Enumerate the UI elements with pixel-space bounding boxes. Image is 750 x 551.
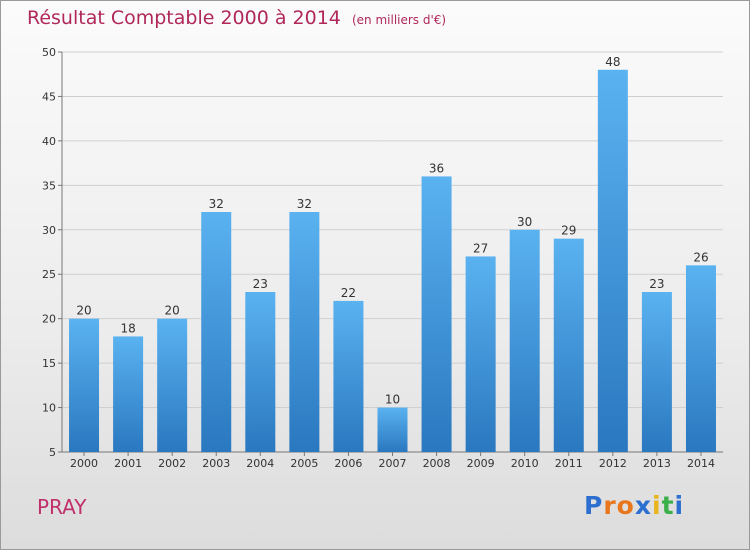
bar-2010 — [509, 229, 540, 452]
bar-2011 — [553, 238, 584, 452]
x-tick-label: 2006 — [334, 457, 362, 470]
bar-2000 — [69, 318, 100, 452]
chart-title: Résultat Comptable 2000 à 2014 — [27, 7, 341, 29]
bar-layer — [69, 69, 716, 453]
logo-letter: x — [634, 491, 652, 520]
bar-value-label: 18 — [120, 321, 135, 335]
bar-value-label: 20 — [76, 304, 91, 318]
y-tick-label: 50 — [42, 46, 56, 59]
bar-value-label: 22 — [341, 286, 356, 300]
bar-value-label: 23 — [649, 277, 664, 291]
bar-2008 — [421, 176, 452, 452]
x-tick-label: 2002 — [158, 457, 186, 470]
x-tick-label: 2010 — [511, 457, 539, 470]
bar-value-label: 30 — [517, 215, 532, 229]
y-tick-label: 10 — [42, 402, 56, 415]
bar-2005 — [289, 212, 320, 452]
bar-value-label: 26 — [693, 250, 708, 264]
y-tick-label: 20 — [42, 313, 56, 326]
y-tick-label: 15 — [42, 357, 56, 370]
x-tick-label: 2000 — [70, 457, 98, 470]
x-tick-label: 2012 — [599, 457, 627, 470]
label-layer: 20 18 20 32 23 32 22 10 36 27 30 29 48 23 26 — [76, 55, 708, 407]
y-tick-label: 35 — [42, 179, 56, 192]
bar-2002 — [157, 318, 188, 452]
bar-value-label: 32 — [297, 197, 312, 211]
bar-2014 — [685, 265, 716, 452]
bar-value-label: 29 — [561, 224, 576, 238]
logo-letter: t — [661, 491, 675, 520]
x-tick-label: 2004 — [246, 457, 274, 470]
logo-letter: P — [584, 491, 604, 520]
title-row: Résultat Comptable 2000 à 2014 (en milli… — [27, 7, 446, 29]
x-tick-label: 2007 — [379, 457, 407, 470]
bar-2001 — [113, 336, 144, 452]
bar-value-label: 10 — [385, 393, 400, 407]
x-tick-label: 2011 — [555, 457, 583, 470]
bar-value-label: 23 — [253, 277, 268, 291]
y-tick-label: 45 — [42, 90, 56, 103]
bar-2004 — [245, 292, 276, 452]
y-tick-label: 25 — [42, 268, 56, 281]
y-tick-label: 30 — [42, 224, 56, 237]
x-tick-label: 2008 — [423, 457, 451, 470]
x-tick-label: 2001 — [114, 457, 142, 470]
x-tick-label: 2005 — [290, 457, 318, 470]
bar-value-label: 27 — [473, 241, 488, 255]
logo-letter: r — [603, 491, 617, 520]
bar-2006 — [333, 300, 364, 452]
bar-value-label: 20 — [165, 304, 180, 318]
bar-2012 — [597, 69, 628, 453]
proxiti-logo[interactable]: Proxiti — [584, 491, 684, 520]
x-tick-label: 2013 — [643, 457, 671, 470]
x-tick-label: 2009 — [467, 457, 495, 470]
logo-letter: i — [674, 491, 685, 520]
logo-letter: o — [616, 491, 635, 520]
bar-2003 — [201, 212, 232, 452]
x-tick-label: 2003 — [202, 457, 230, 470]
bar-2013 — [641, 292, 672, 452]
logo-letter: i — [652, 491, 662, 520]
bar-2007 — [377, 407, 408, 452]
chart-subtitle: (en milliers d'€) — [351, 13, 447, 27]
bar-value-label: 36 — [429, 161, 444, 175]
y-tick-label: 40 — [42, 135, 56, 148]
bar-value-label: 48 — [605, 55, 620, 69]
bar-value-label: 32 — [209, 197, 224, 211]
bar-2009 — [465, 256, 496, 452]
y-tick-label: 5 — [49, 446, 56, 459]
x-tick-label: 2014 — [687, 457, 715, 470]
commune-name: PRAY — [37, 495, 87, 519]
